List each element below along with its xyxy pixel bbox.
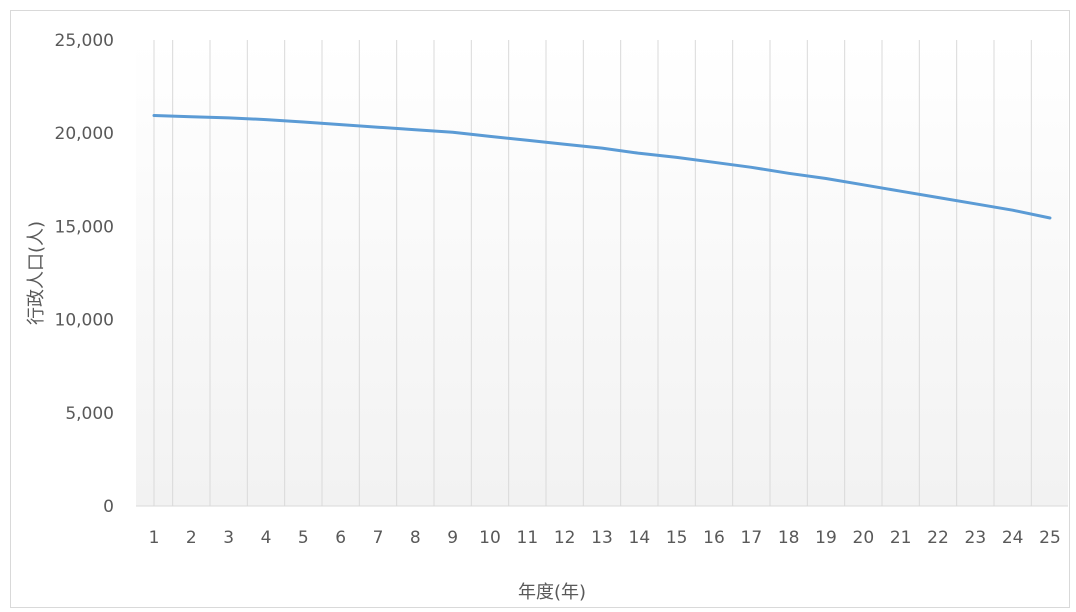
y-tick-label: 25,000 [55,31,114,51]
y-tick-label: 0 [103,497,114,517]
y-tick-label: 15,000 [55,217,114,237]
x-tick-label: 18 [778,528,800,548]
x-axis-ticks: 1 2 3 4 5 6 7 8 9 10 11 12 13 14 15 16 17 18 19 20 21 22 23 24 2… [149,528,1061,548]
plot-area [136,40,1068,506]
x-tick-label: 3 [223,528,234,548]
y-tick-label: 5,000 [65,404,114,424]
x-axis-title: 年度(年) [518,582,586,603]
x-tick-label: 6 [335,528,346,548]
x-tick-label: 20 [853,528,875,548]
x-tick-label: 25 [1039,528,1061,548]
x-tick-label: 13 [591,528,613,548]
x-tick-label: 1 [149,528,160,548]
y-axis-title: 行政人口(人) [26,221,47,325]
x-tick-label: 5 [298,528,309,548]
x-tick-label: 4 [261,528,272,548]
x-tick-label: 17 [741,528,763,548]
x-tick-label: 12 [554,528,576,548]
x-tick-label: 11 [517,528,539,548]
x-tick-label: 2 [186,528,197,548]
x-tick-label: 19 [815,528,837,548]
x-tick-label: 8 [410,528,421,548]
grid-lines [136,40,1068,507]
x-tick-label: 21 [890,528,912,548]
x-tick-label: 9 [447,528,458,548]
x-tick-label: 15 [666,528,688,548]
x-tick-label: 14 [629,528,651,548]
y-tick-label: 20,000 [55,124,114,144]
x-tick-label: 24 [1002,528,1024,548]
y-axis-ticks: 0 5,000 10,000 15,000 20,000 25,000 [55,31,114,517]
x-tick-label: 23 [965,528,987,548]
x-tick-label: 22 [927,528,949,548]
x-tick-label: 10 [479,528,501,548]
series-line [152,114,1052,220]
x-tick-label: 16 [703,528,725,548]
x-tick-label: 7 [373,528,384,548]
y-tick-label: 10,000 [55,311,114,331]
